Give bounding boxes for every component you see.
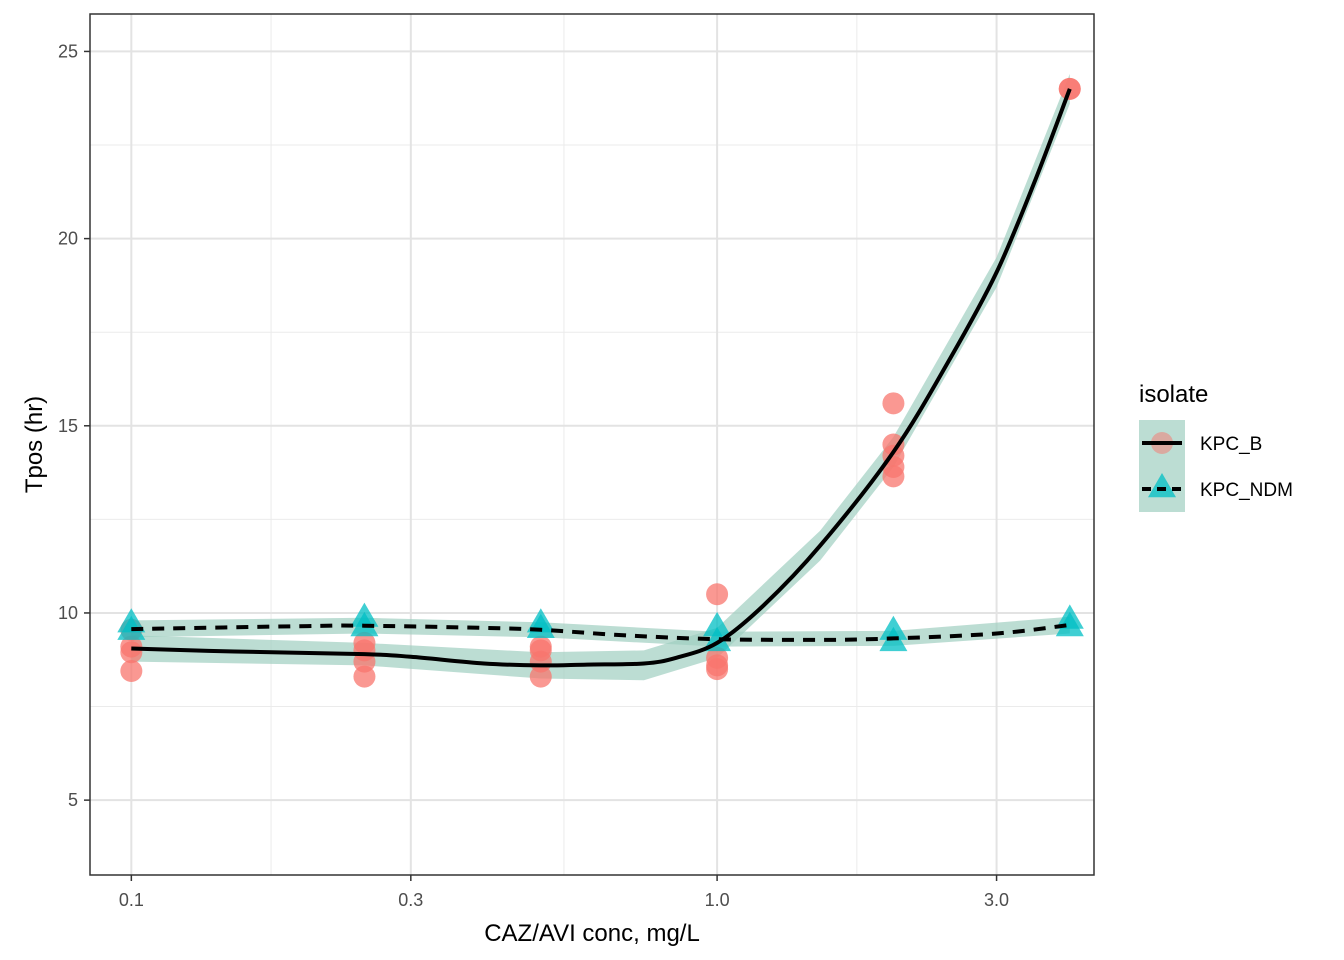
x-tick-label: 0.1 — [119, 890, 144, 910]
point-KPC_B — [529, 665, 552, 688]
legend-label-KPC_B: KPC_B — [1200, 434, 1262, 455]
point-KPC_B — [706, 583, 729, 606]
point-KPC_B — [882, 465, 905, 488]
panel-border — [89, 13, 1095, 876]
point-KPC_NDM — [526, 613, 555, 638]
panel-background — [90, 14, 1094, 875]
legend: isolate KPC_B KPC_NDM — [1139, 381, 1293, 512]
point-KPC_NDM — [703, 611, 732, 637]
y-tick-label: 10 — [58, 603, 78, 623]
legend-label-KPC_NDM: KPC_NDM — [1200, 480, 1293, 501]
x-tick-label: 3.0 — [984, 890, 1009, 910]
smooth-line-KPC_B — [131, 88, 1072, 668]
panel-border-rect — [89, 13, 1095, 876]
point-KPC_B — [353, 665, 376, 688]
x-axis-title: CAZ/AVI conc, mg/L — [484, 920, 700, 947]
y-tick-label: 5 — [68, 790, 78, 810]
plot-panel — [90, 14, 1094, 875]
smooth-lines — [131, 88, 1072, 668]
smooth-line-KPC_NDM — [131, 622, 1071, 642]
gridlines — [90, 14, 1094, 875]
point-KPC_B — [1058, 77, 1081, 100]
legend-key-marker-KPC_NDM — [1148, 473, 1176, 498]
legend-title: isolate — [1139, 381, 1208, 408]
axes: 0.1 0.3 1.0 3.0 5 10 15 20 25 — [58, 41, 1009, 910]
y-axis-title: Tpos (hr) — [21, 396, 48, 493]
y-tick-label: 25 — [58, 41, 78, 61]
y-tick-label: 20 — [58, 229, 78, 249]
point-KPC_B — [706, 658, 729, 681]
y-tick-label: 15 — [58, 416, 78, 436]
point-KPC_B — [120, 659, 143, 682]
point-KPC_NDM — [1055, 611, 1084, 637]
point-KPC_B — [120, 641, 143, 664]
x-tick-label: 1.0 — [705, 890, 730, 910]
point-KPC_B — [882, 392, 905, 415]
x-tick-label: 0.3 — [398, 890, 423, 910]
